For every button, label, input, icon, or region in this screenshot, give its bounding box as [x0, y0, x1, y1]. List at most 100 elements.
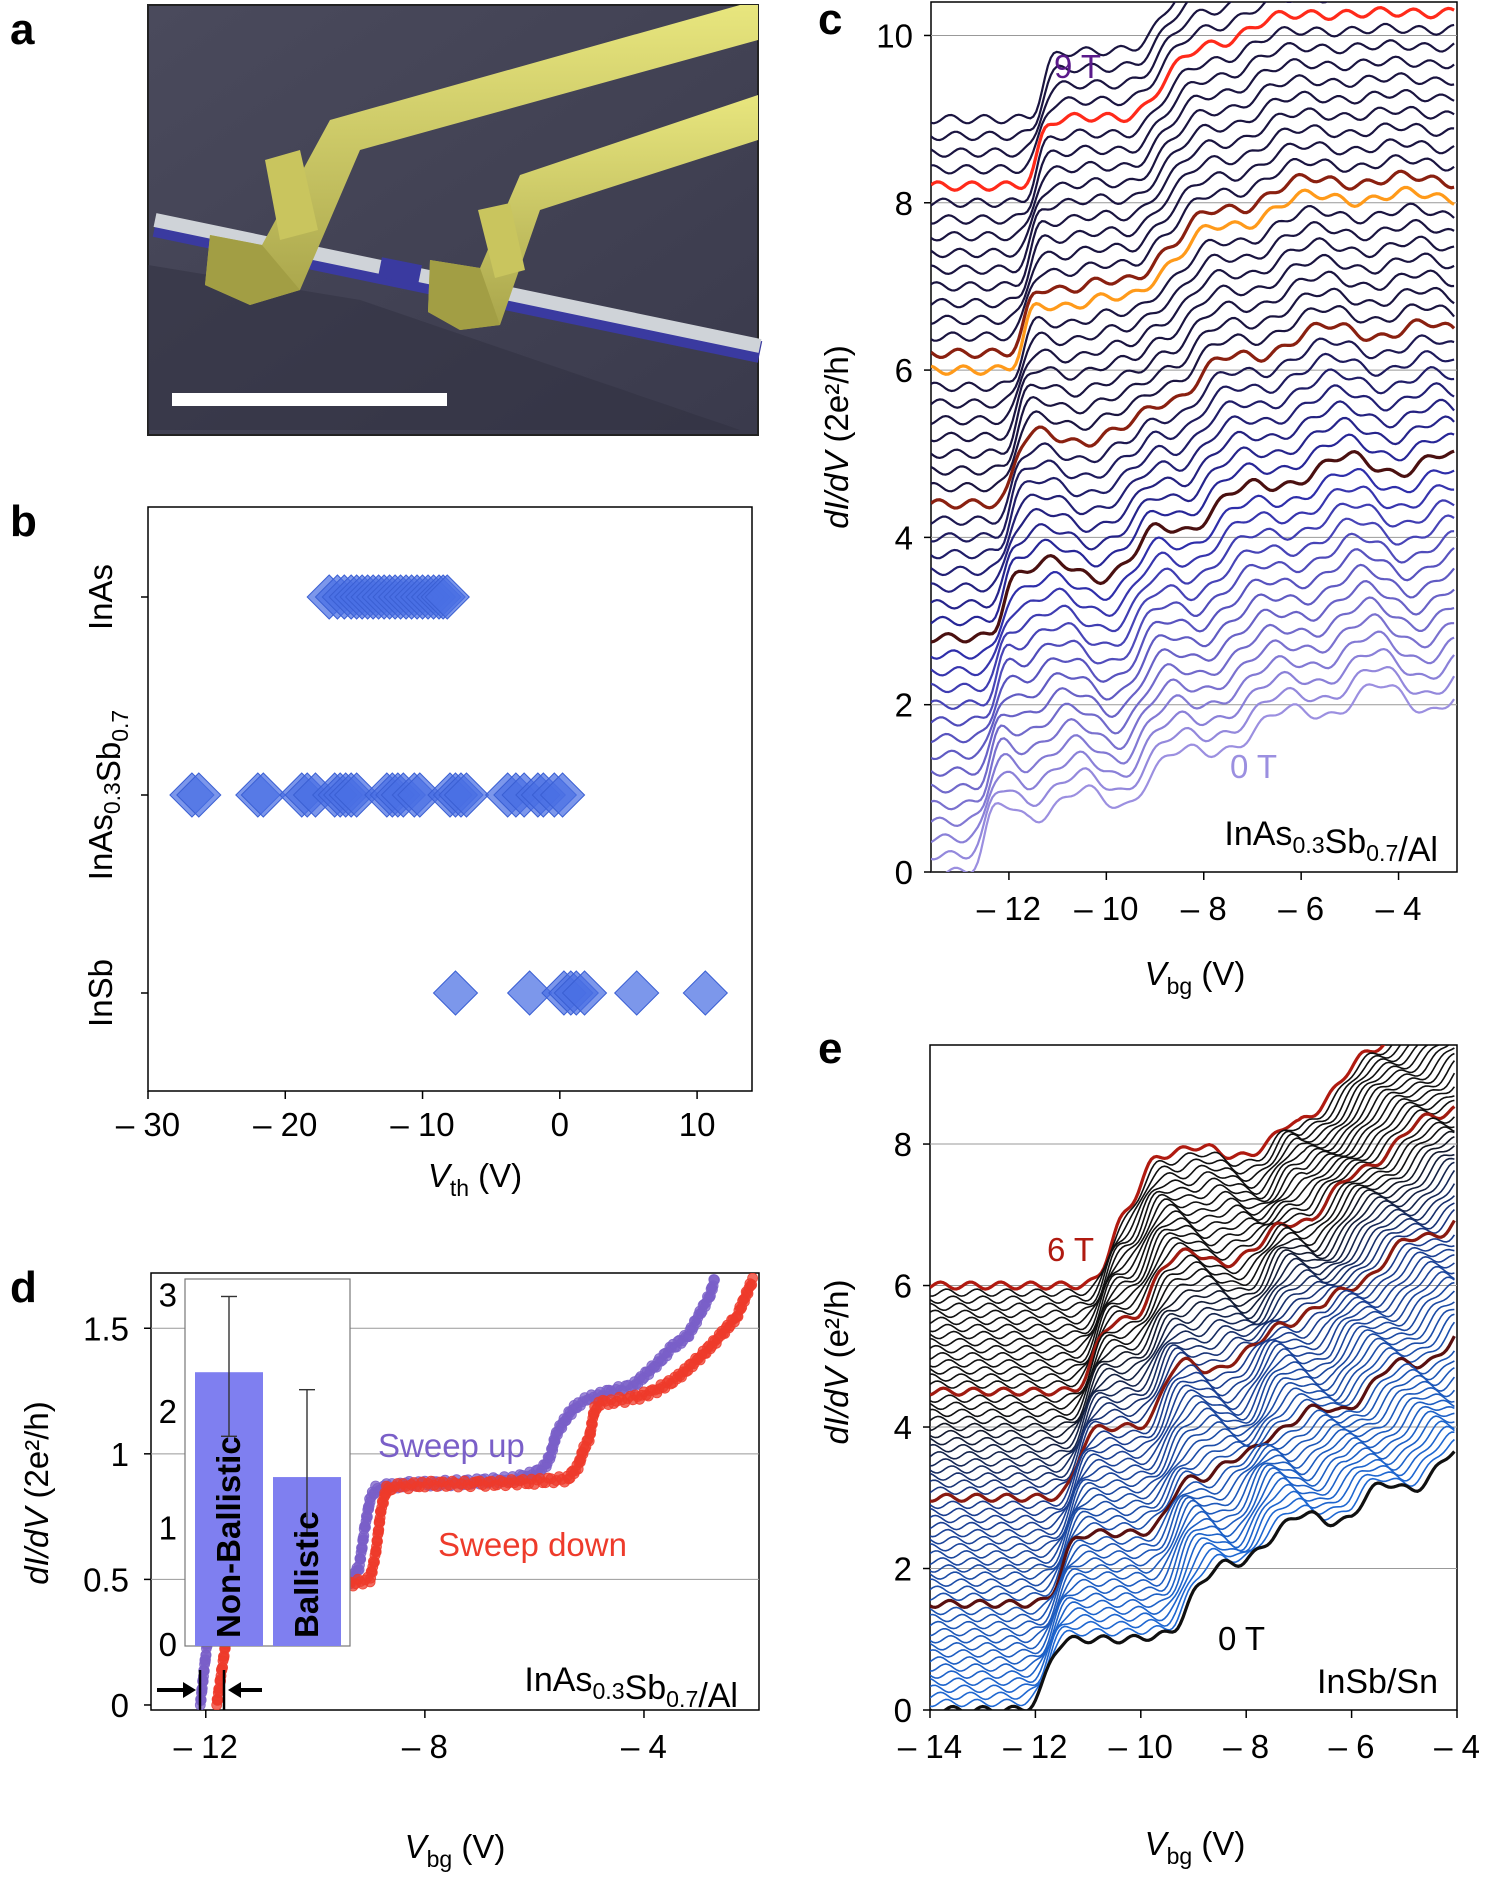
trace-line — [930, 1234, 1456, 1510]
x-tick-label: – 8 — [1181, 890, 1227, 927]
trace-line — [930, 1045, 1386, 1291]
plot-frame — [930, 1, 1458, 873]
x-axis-label: Vbg (V) — [1145, 955, 1246, 999]
trace-line — [930, 1393, 1455, 1651]
trace-line — [930, 1086, 1456, 1375]
trace-line — [930, 1248, 1455, 1524]
trace-line — [931, 382, 1455, 577]
trace-line — [931, 122, 1455, 309]
trace-line — [930, 1045, 1393, 1297]
data-point — [709, 1274, 720, 1286]
x-tick-label: – 10 — [1074, 890, 1138, 927]
trace-line — [931, 514, 1455, 710]
trace-line — [930, 1161, 1455, 1460]
trace-line — [930, 1321, 1456, 1602]
y-tick-label: 1.5 — [83, 1310, 129, 1347]
trace-line — [930, 1350, 1456, 1616]
trace-line — [931, 647, 1455, 844]
scatter-point — [397, 772, 443, 818]
trace-line — [930, 1072, 1456, 1368]
trace-line — [930, 1290, 1455, 1573]
material-label: InAs0.3Sb0.7/Al — [524, 1661, 738, 1715]
trace-line — [930, 1450, 1456, 1710]
scatter-point — [432, 970, 479, 1016]
trace-line — [930, 1271, 1455, 1552]
trace-line — [930, 1420, 1455, 1687]
trace-line — [931, 318, 1456, 510]
trace-line — [931, 630, 1455, 828]
trace-line — [930, 1060, 1456, 1361]
trace-line — [930, 1157, 1455, 1453]
trace-line — [930, 1301, 1455, 1580]
scale-bar — [172, 393, 447, 406]
trace-line — [931, 2, 1329, 175]
trace-line — [931, 235, 1455, 426]
scatter-point — [561, 970, 608, 1016]
trace-line — [930, 1202, 1455, 1488]
x-axis-label: Vbg (V) — [405, 1828, 506, 1872]
trace-line — [931, 449, 1455, 644]
scatter-point — [682, 970, 729, 1016]
y-tick-label: 1 — [111, 1436, 129, 1473]
y-tick-label: 2 — [894, 1551, 912, 1588]
annotation-top-field: 6 T — [1047, 1231, 1094, 1268]
trace-line — [930, 1145, 1455, 1439]
panel-label-b: b — [10, 497, 37, 546]
trace-line — [931, 5, 1455, 192]
trace-line — [930, 1136, 1455, 1432]
trace-line — [931, 415, 1455, 610]
trace-line — [930, 1399, 1455, 1658]
inset-bar-label: Ballistic — [288, 1511, 325, 1638]
trace-line — [931, 218, 1455, 409]
y-tick-label: 0 — [111, 1687, 129, 1724]
traces-group — [930, 1045, 1456, 1710]
trace-line — [931, 22, 1455, 209]
y-tick-label: 6 — [895, 352, 913, 389]
y-tick-label: 4 — [894, 1409, 912, 1446]
trace-line — [930, 1335, 1456, 1610]
trace-line — [931, 39, 1455, 225]
trace-line — [930, 1360, 1455, 1623]
scatter-point — [613, 970, 660, 1016]
trace-line — [931, 72, 1455, 259]
y-axis-label: dI/dV (2e²/h) — [818, 345, 855, 528]
inset-y-tick-label: 0 — [159, 1626, 177, 1663]
trace-line — [930, 1052, 1455, 1354]
trace-line — [931, 563, 1455, 761]
trace-line — [930, 1045, 1441, 1333]
inset-bar-label: Non-Ballistic — [210, 1436, 247, 1638]
y-axis-label: dI/dV (2e²/h) — [18, 1401, 55, 1584]
sweep-down-label: Sweep down — [438, 1526, 627, 1563]
material-label: InAs0.3Sb0.7/Al — [1224, 815, 1438, 869]
x-tick-label: – 10 — [390, 1106, 454, 1143]
trace-line — [930, 1099, 1455, 1389]
sem-micrograph-icon — [147, 4, 763, 436]
trace-line — [930, 1105, 1456, 1397]
x-tick-label: – 4 — [621, 1728, 667, 1765]
trace-line — [931, 432, 1455, 627]
trace-line — [930, 1276, 1455, 1559]
trace-line — [931, 154, 1455, 342]
y-tick-label: 0 — [894, 1692, 912, 1729]
trace-line — [930, 1367, 1455, 1630]
trace-line — [931, 683, 1456, 872]
x-tick-label: – 10 — [1109, 1728, 1173, 1765]
trace-line — [931, 579, 1455, 777]
trace-line — [931, 350, 1455, 543]
x-tick-label: – 8 — [1223, 1728, 1269, 1765]
inset-y-tick-label: 3 — [159, 1276, 177, 1313]
trace-line — [931, 252, 1455, 443]
trace-line — [931, 530, 1455, 727]
y-tick-label: 10 — [876, 17, 913, 54]
y-tick-label: 4 — [895, 519, 913, 556]
trace-line — [931, 499, 1455, 694]
x-tick-label: – 14 — [898, 1728, 962, 1765]
y-tick-label: 0 — [895, 854, 913, 891]
trace-line — [930, 1045, 1411, 1312]
trace-line — [930, 1130, 1455, 1425]
x-tick-label: – 6 — [1329, 1728, 1375, 1765]
y-tick-label: 8 — [894, 1126, 912, 1163]
annotation-bottom-field: 0 T — [1218, 1620, 1265, 1657]
trace-line — [930, 1116, 1455, 1404]
trace-line — [930, 1260, 1455, 1538]
